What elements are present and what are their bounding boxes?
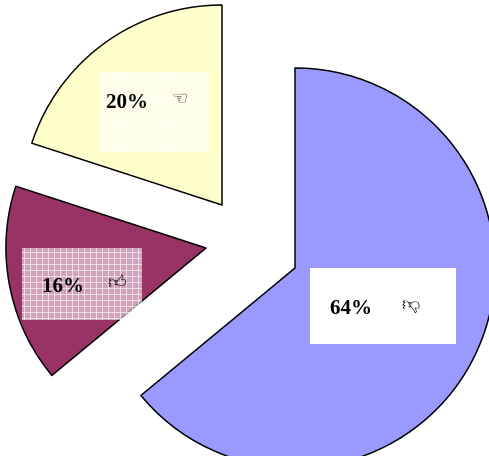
data-label-16: 16% <box>42 273 84 297</box>
pie-labels: 64% 👎︎ 16% 👍︎ 20% ☜ <box>22 72 456 344</box>
data-label-box-16 <box>22 248 142 320</box>
pointing-hand-icon: ☜ <box>172 88 188 109</box>
thumbs-down-icon: 👎︎ <box>402 294 420 315</box>
data-label-64: 64% <box>330 295 372 319</box>
pie-slice-64 <box>140 67 489 456</box>
pie-slices <box>5 4 489 456</box>
data-label-box-20 <box>99 72 209 152</box>
thumbs-up-icon: 👍︎ <box>108 272 127 293</box>
data-label-box-64 <box>310 268 456 344</box>
data-label-20: 20% <box>106 89 148 113</box>
